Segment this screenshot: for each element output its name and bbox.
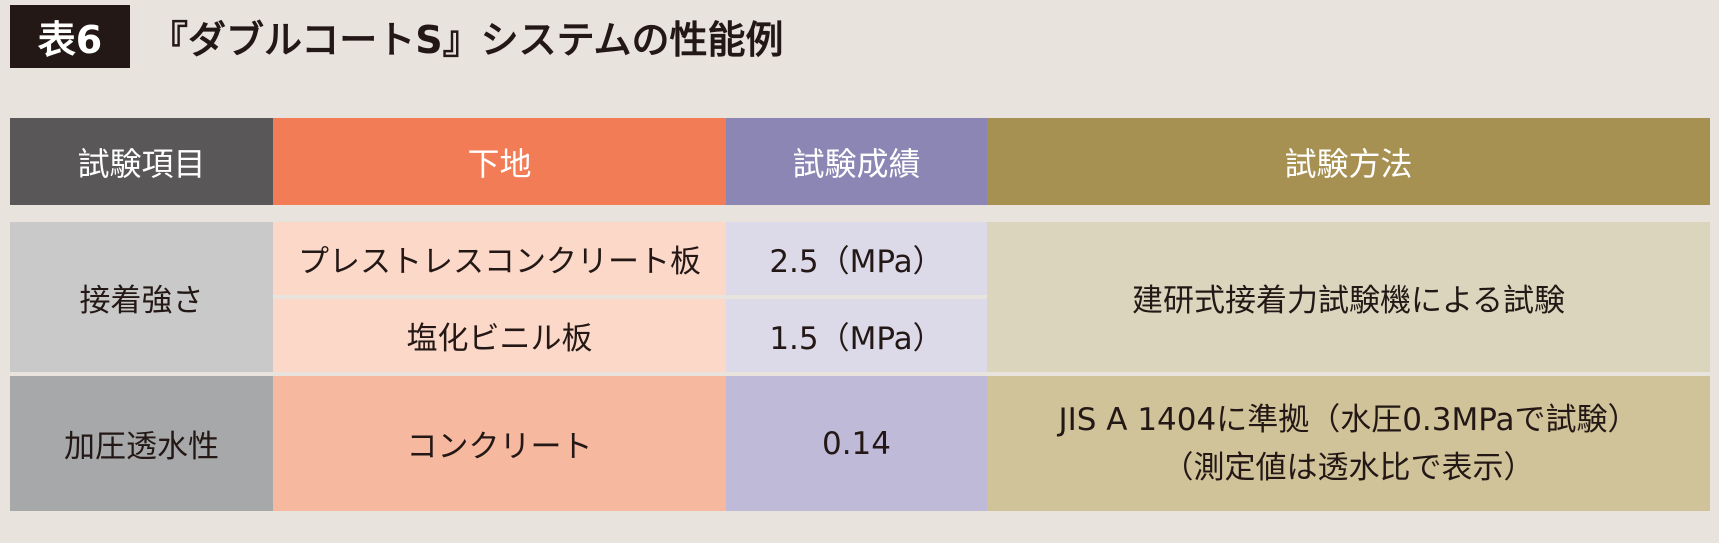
- cell-adhesion-base-1: プレストレスコンクリート板: [273, 222, 726, 299]
- permeability-method-line-2: （測定値は透水比で表示）: [1162, 449, 1535, 486]
- spacer-cell: [10, 205, 1710, 222]
- header-test-method: 試験方法: [987, 118, 1710, 205]
- cell-permeability-result: 0.14: [726, 376, 987, 511]
- performance-table: 試験項目 下地 試験成績 試験方法 接着強さ プレストレスコンクリート板 2.5…: [10, 118, 1710, 511]
- header-test-item: 試験項目: [10, 118, 273, 205]
- permeability-method-line-1: JIS A 1404に準拠（水圧0.3MPaで試験）: [1058, 401, 1639, 438]
- header-row: 試験項目 下地 試験成績 試験方法: [10, 118, 1710, 205]
- table-row: 接着強さ プレストレスコンクリート板 2.5（MPa） 建研式接着力試験機による…: [10, 222, 1710, 376]
- cell-adhesion-method: 建研式接着力試験機による試験: [987, 222, 1710, 376]
- cell-permeability-method: JIS A 1404に準拠（水圧0.3MPaで試験） （測定値は透水比で表示）: [987, 376, 1710, 511]
- table-row: 加圧透水性 コンクリート 0.14 JIS A 1404に準拠（水圧0.3MPa…: [10, 376, 1710, 511]
- cell-adhesion-base-2: 塩化ビニル板: [273, 299, 726, 376]
- cell-permeability-base: コンクリート: [273, 376, 726, 511]
- table-row: 塩化ビニル板 1.5（MPa）: [10, 299, 1710, 376]
- cell-adhesion-result-2: 1.5（MPa）: [726, 299, 987, 376]
- header-test-result: 試験成績: [726, 118, 987, 205]
- header-spacer: [10, 205, 1710, 222]
- header-substrate: 下地: [273, 118, 726, 205]
- table-number-badge: 表6: [10, 5, 130, 68]
- cell-adhesion-result-1: 2.5（MPa）: [726, 222, 987, 299]
- cell-permeability-item: 加圧透水性: [10, 376, 273, 511]
- cell-adhesion-item: 接着強さ: [10, 222, 273, 376]
- table-title: 『ダブルコートS』システムの性能例: [150, 18, 784, 62]
